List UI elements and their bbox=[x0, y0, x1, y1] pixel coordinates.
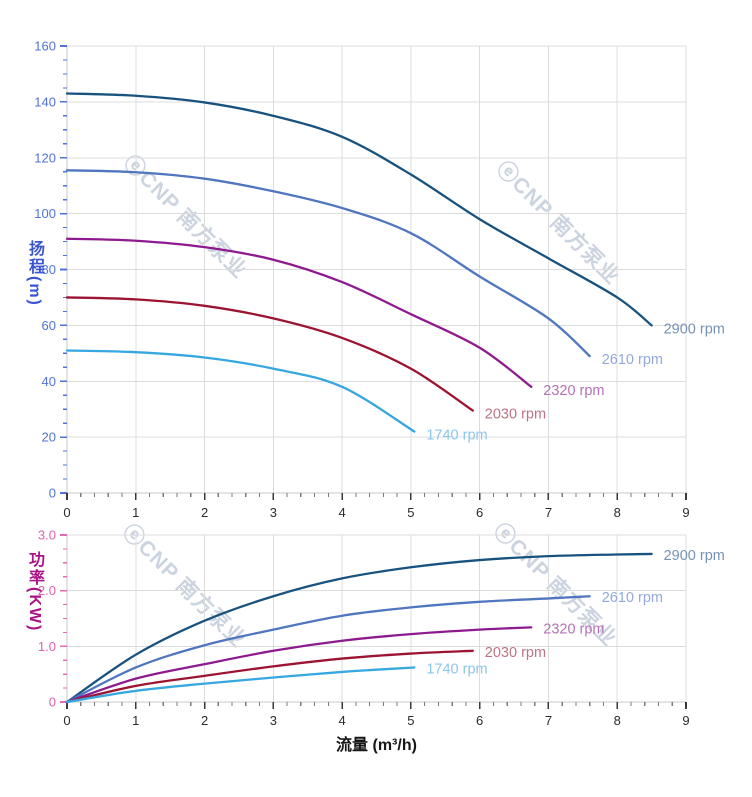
x-tick-label: 9 bbox=[682, 713, 689, 728]
curve-2320-rpm bbox=[65, 237, 533, 388]
series-label-2610-rpm: 2610 rpm bbox=[602, 352, 663, 368]
y-tick-label: 2.0 bbox=[38, 583, 56, 598]
curve-1740-rpm bbox=[65, 349, 416, 433]
y-tick-label: 160 bbox=[34, 39, 56, 54]
curve-1740-rpm bbox=[65, 666, 416, 704]
y-tick-label: 0 bbox=[49, 695, 56, 710]
x-tick-label: 5 bbox=[407, 505, 414, 520]
series-label-2030-rpm: 2030 rpm bbox=[485, 645, 546, 661]
curve-2030-rpm bbox=[65, 296, 474, 412]
y-tick-label: 3.0 bbox=[38, 528, 56, 543]
x-tick-label: 2 bbox=[201, 505, 208, 520]
series-label-2900-rpm: 2900 rpm bbox=[664, 321, 725, 337]
x-tick-label: 4 bbox=[338, 505, 345, 520]
x-tick-label: 7 bbox=[545, 505, 552, 520]
x-tick-label: 5 bbox=[407, 713, 414, 728]
x-tick-label: 1 bbox=[132, 505, 139, 520]
x-tick-label: 1 bbox=[132, 713, 139, 728]
y-tick-label: 20 bbox=[42, 430, 56, 445]
x-tick-label: 0 bbox=[63, 713, 70, 728]
x-tick-label: 9 bbox=[682, 505, 689, 520]
series-label-2320-rpm: 2320 rpm bbox=[543, 621, 604, 637]
y-tick-label: 100 bbox=[34, 206, 56, 221]
series-label-2030-rpm: 2030 rpm bbox=[485, 407, 546, 423]
x-tick-label: 3 bbox=[270, 713, 277, 728]
series-label-1740-rpm: 1740 rpm bbox=[426, 428, 487, 444]
y-tick-label: 140 bbox=[34, 94, 56, 109]
y-tick-label: 40 bbox=[42, 374, 56, 389]
curve-2610-rpm bbox=[65, 595, 591, 704]
y-tick-label: 120 bbox=[34, 150, 56, 165]
curve-2030-rpm bbox=[65, 649, 474, 704]
curve-2320-rpm bbox=[65, 626, 533, 704]
x-tick-label: 8 bbox=[614, 505, 621, 520]
power-axis-title: 功率(KW) bbox=[26, 551, 43, 633]
x-tick-label: 3 bbox=[270, 505, 277, 520]
x-tick-label: 7 bbox=[545, 713, 552, 728]
x-tick-label: 4 bbox=[338, 713, 345, 728]
x-tick-label: 6 bbox=[476, 713, 483, 728]
flow-axis-title: 流量 (m³/h) bbox=[336, 737, 417, 754]
series-label-2900-rpm: 2900 rpm bbox=[664, 548, 725, 564]
series-label-2320-rpm: 2320 rpm bbox=[543, 383, 604, 399]
x-tick-label: 8 bbox=[614, 713, 621, 728]
curve-2900-rpm bbox=[65, 92, 653, 327]
x-tick-label: 2 bbox=[201, 713, 208, 728]
y-tick-label: 1.0 bbox=[38, 639, 56, 654]
series-label-2610-rpm: 2610 rpm bbox=[602, 590, 663, 606]
curve-2900-rpm bbox=[65, 552, 653, 704]
head-axis-title: 扬程(m) bbox=[26, 240, 43, 307]
y-tick-label: 0 bbox=[49, 486, 56, 501]
y-tick-label: 80 bbox=[42, 262, 56, 277]
x-tick-label: 0 bbox=[63, 505, 70, 520]
curve-2610-rpm bbox=[65, 169, 591, 358]
x-tick-label: 6 bbox=[476, 505, 483, 520]
y-tick-label: 60 bbox=[42, 318, 56, 333]
series-label-1740-rpm: 1740 rpm bbox=[426, 661, 487, 677]
